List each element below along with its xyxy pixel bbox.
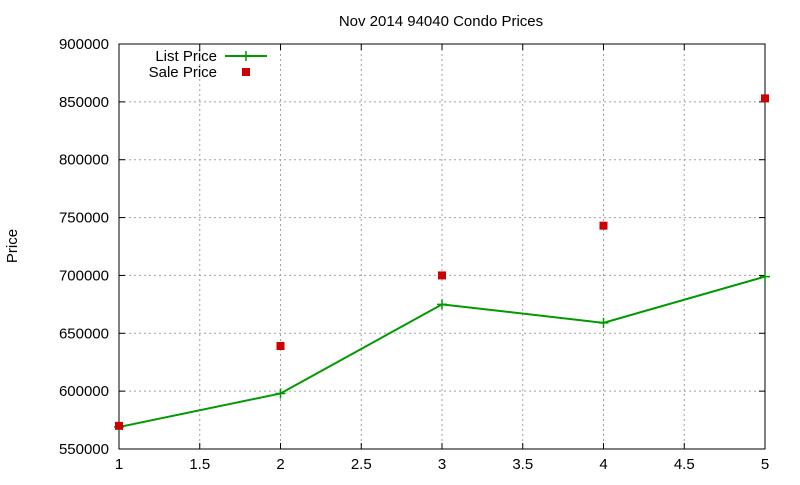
data-point-list-price bbox=[598, 317, 609, 328]
y-tick-label: 850000 bbox=[59, 94, 109, 111]
x-tick-label: 3.5 bbox=[512, 456, 533, 473]
y-tick-label: 800000 bbox=[59, 152, 109, 169]
y-tick-label: 600000 bbox=[59, 383, 109, 400]
y-tick-label: 750000 bbox=[59, 210, 109, 227]
y-tick-label: 700000 bbox=[59, 267, 109, 284]
data-point-sale-price bbox=[438, 271, 446, 280]
legend-swatch-sale-price bbox=[242, 68, 250, 76]
x-tick-label: 2.5 bbox=[351, 456, 372, 473]
y-tick-label: 550000 bbox=[59, 441, 109, 458]
data-point-list-price bbox=[437, 299, 447, 310]
y-tick-label: 900000 bbox=[59, 36, 109, 53]
x-tick-label: 1 bbox=[115, 456, 123, 473]
legend-label-sale-price: Sale Price bbox=[149, 64, 217, 81]
y-tick-label: 650000 bbox=[59, 325, 109, 342]
series-layer bbox=[114, 94, 770, 433]
series-list-price bbox=[114, 271, 770, 433]
chart-title: Nov 2014 94040 Condo Prices bbox=[339, 13, 543, 30]
data-point-sale-price bbox=[599, 221, 608, 230]
x-tick-label: 5 bbox=[761, 456, 769, 473]
data-point-sale-price bbox=[115, 421, 123, 430]
axes: 1 1.5 2 2.5 3 3.5 4 4.5 5 550000 600000 650000 70000… bbox=[59, 36, 769, 473]
data-point-sale-price bbox=[276, 342, 285, 351]
data-point-list-price bbox=[760, 271, 770, 282]
x-tick-label: 4 bbox=[599, 456, 607, 473]
data-point-sale-price bbox=[761, 94, 769, 103]
grid-lines bbox=[119, 44, 765, 449]
legend-label-list-price: List Price bbox=[155, 48, 217, 65]
series-sale-price bbox=[115, 94, 769, 430]
x-tick-label: 1.5 bbox=[189, 456, 210, 473]
legend-marker-list-price bbox=[241, 51, 251, 61]
y-axis-label: Price bbox=[4, 229, 21, 263]
x-tick-label: 3 bbox=[438, 456, 446, 473]
data-point-list-price bbox=[275, 388, 286, 399]
x-tick-label: 4.5 bbox=[674, 456, 695, 473]
x-tick-label: 2 bbox=[276, 456, 284, 473]
